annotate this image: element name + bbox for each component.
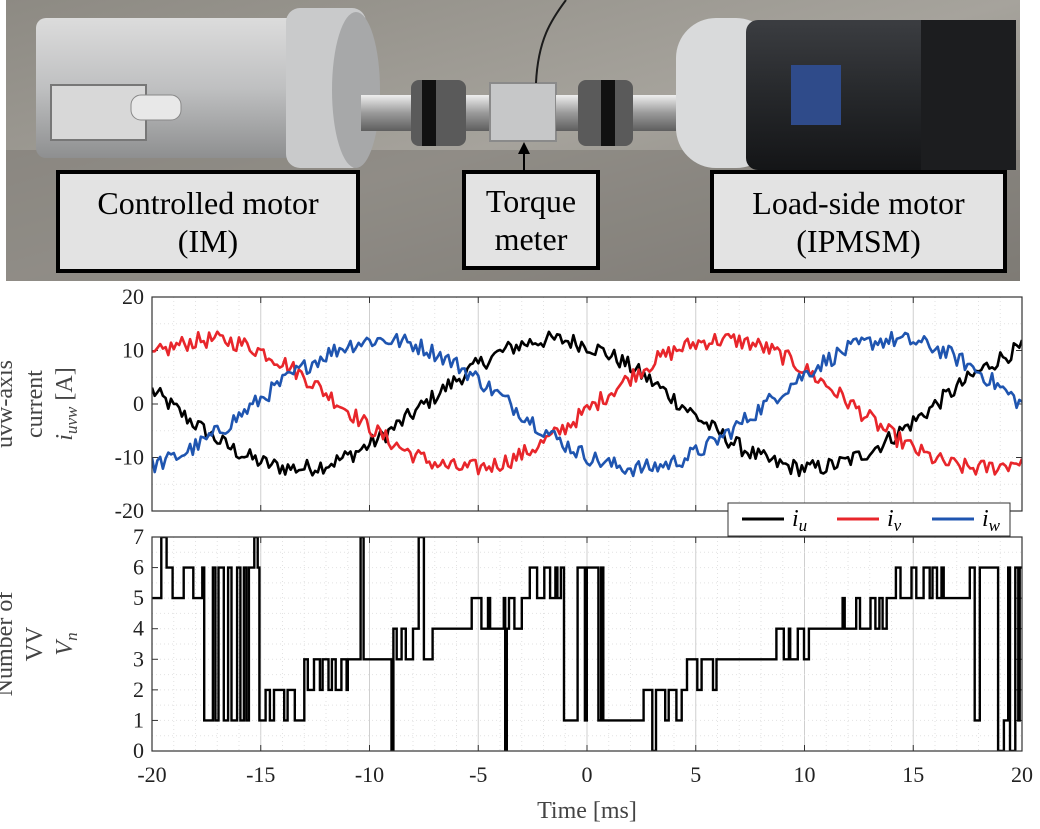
- callout-load-side-motor-line1: Load-side motor: [752, 184, 965, 221]
- vv-xtick-label: -20: [137, 762, 166, 787]
- callout-controlled-motor-line1: Controlled motor: [97, 184, 319, 221]
- vv-xtick-label: 0: [582, 762, 593, 787]
- legend-label-i-v: iv: [887, 506, 902, 535]
- vv-ytick-label: 5: [133, 585, 144, 610]
- callout-load-side-motor: Load-side motor (IPMSM): [710, 170, 1007, 273]
- legend-label-i-u: iu: [792, 506, 807, 535]
- vv-ytick-label: 1: [133, 707, 144, 732]
- vv-xtick-label: 10: [794, 762, 816, 787]
- callout-torque-meter: Torque meter: [462, 170, 600, 270]
- series-line-i-u: [152, 330, 1022, 478]
- current-ytick-label: -10: [115, 445, 144, 470]
- current-ytick-label: -20: [115, 498, 144, 523]
- vv-xtick-label: -10: [355, 762, 384, 787]
- vv-xtick-label: -5: [469, 762, 487, 787]
- current-plot-border: [151, 296, 1023, 512]
- callout-torque-meter-line2: meter: [494, 221, 568, 257]
- vv-ytick-label: 3: [133, 646, 144, 671]
- vv-ytick-label: 6: [133, 555, 144, 580]
- current-ylabel-line: uvw-axis: [0, 360, 18, 448]
- vv-xtick-label: 20: [1011, 762, 1033, 787]
- vv-ytick-label: 4: [133, 616, 144, 641]
- series-line-i-w: [152, 330, 1022, 478]
- vv-ylabel-line: VV: [22, 626, 48, 661]
- vv-plot-border: [151, 536, 1023, 752]
- vv-ylabel-line: Vn: [52, 632, 81, 655]
- callout-load-side-motor-line2: (IPMSM): [796, 222, 921, 259]
- current-ylabel-line: current: [22, 370, 48, 438]
- vv-xtick-label: -15: [246, 762, 275, 787]
- vv-ytick-label: 7: [133, 524, 144, 549]
- current-ytick-label: 10: [122, 338, 144, 363]
- legend-label-i-w: iw: [982, 506, 1001, 535]
- vv-ytick-label: 2: [133, 677, 144, 702]
- vv-series: [152, 537, 1022, 751]
- vv-xtick-label: 5: [690, 762, 701, 787]
- current-ytick-label: 0: [133, 391, 144, 416]
- current-ylabel: uvw-axis current iuvw [A]: [0, 360, 81, 448]
- legend: iu iv iw: [727, 502, 1011, 537]
- current-series: [152, 330, 1022, 478]
- x-axis-label: Time [ms]: [537, 798, 637, 824]
- callout-controlled-motor-line2: (IM): [177, 222, 239, 259]
- series-line-i-v: [152, 330, 1022, 476]
- current-ylabel-line: iuvw [A]: [52, 367, 81, 440]
- vv-xtick-label: 15: [902, 762, 924, 787]
- current-ytick-label: 20: [122, 284, 144, 309]
- series-line-v-n: [152, 537, 1022, 751]
- vv-ylabel-line: Number of: [0, 592, 18, 697]
- callout-torque-meter-line1: Torque: [485, 183, 577, 219]
- callout-controlled-motor: Controlled motor (IM): [56, 170, 360, 273]
- current-chart: -20 -10 0 10 20 uvw-axis current iuvw [A] iu iv iw: [0, 284, 1023, 537]
- vv-ytick-label: 0: [133, 738, 144, 763]
